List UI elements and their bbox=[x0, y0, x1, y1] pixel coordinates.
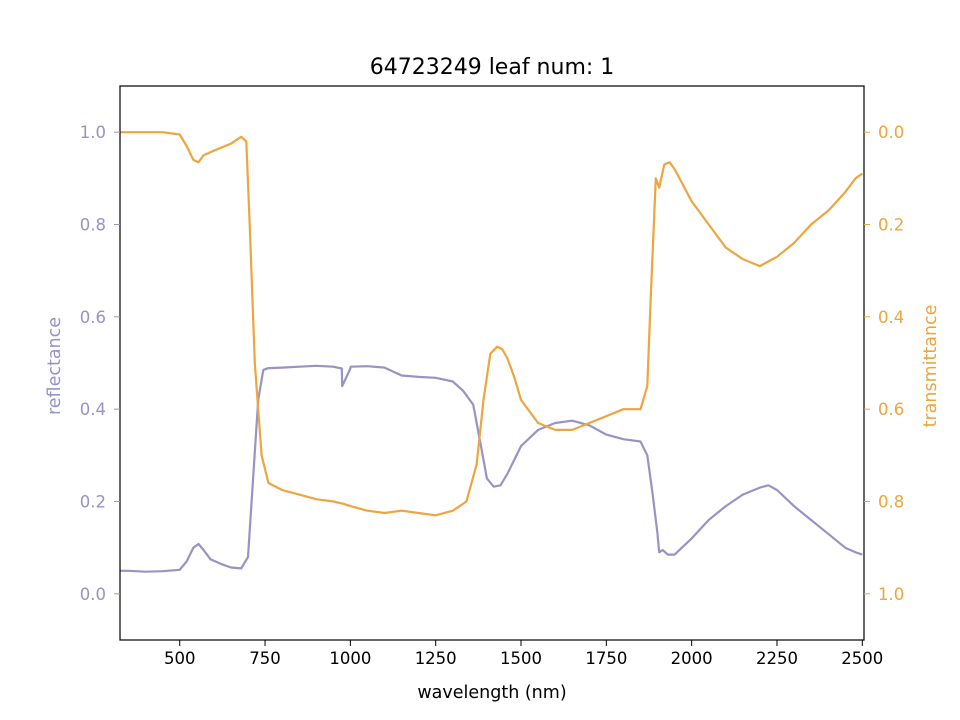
series-layer bbox=[120, 131, 863, 573]
y-right-tick-label: 1.0 bbox=[878, 585, 904, 604]
x-tick-label: 500 bbox=[164, 649, 196, 668]
chart-title: 64723249 leaf num: 1 bbox=[370, 55, 615, 80]
y-left-tick-label: 0.4 bbox=[80, 400, 106, 419]
x-tick-label: 1500 bbox=[500, 649, 542, 668]
reflectance-line bbox=[120, 364, 863, 573]
y-right-tick-label: 0.6 bbox=[878, 400, 904, 419]
x-tick-label: 2000 bbox=[671, 649, 713, 668]
y-left-tick-label: 0.6 bbox=[80, 308, 106, 327]
x-tick-label: 1750 bbox=[585, 649, 627, 668]
x-tick-label: 1250 bbox=[415, 649, 457, 668]
x-axis: 500 750 1000 1250 1500 1750 2000 2250 2500 bbox=[164, 640, 883, 668]
x-tick-label: 2250 bbox=[756, 649, 798, 668]
y-axis-right: 0.0 0.2 0.4 0.6 0.8 1.0 bbox=[864, 123, 904, 604]
y-right-tick-label: 0.0 bbox=[878, 123, 904, 142]
y-axis-right-label: transmittance bbox=[921, 305, 941, 428]
x-tick-label: 2500 bbox=[841, 649, 883, 668]
x-tick-label: 750 bbox=[249, 649, 281, 668]
y-right-tick-label: 0.8 bbox=[878, 493, 904, 512]
x-axis-label: wavelength (nm) bbox=[417, 683, 566, 703]
y-right-tick-label: 0.4 bbox=[878, 308, 904, 327]
x-tick-label: 1000 bbox=[329, 649, 371, 668]
y-axis-left-label: reflectance bbox=[45, 317, 65, 415]
y-axis-left: 0.0 0.2 0.4 0.6 0.8 1.0 bbox=[80, 123, 120, 604]
y-left-tick-label: 0.8 bbox=[80, 216, 106, 235]
y-left-tick-label: 1.0 bbox=[80, 123, 106, 142]
y-left-tick-label: 0.0 bbox=[80, 585, 106, 604]
y-right-tick-label: 0.2 bbox=[878, 216, 904, 235]
plot-frame bbox=[119, 85, 865, 641]
y-left-tick-label: 0.2 bbox=[80, 493, 106, 512]
transmittance-line bbox=[120, 131, 863, 517]
